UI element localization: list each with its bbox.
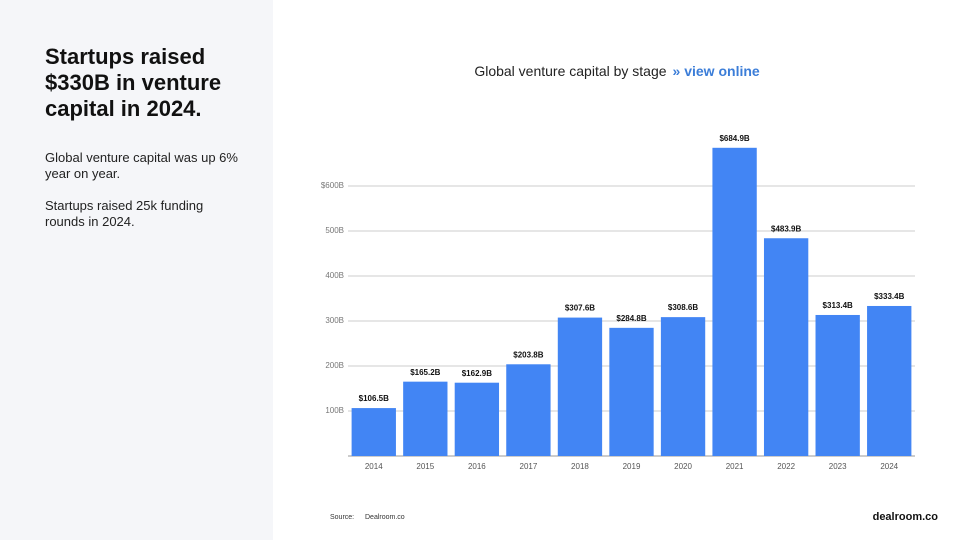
bar: [712, 147, 757, 457]
bar: [763, 238, 809, 456]
logo: dealroom.co: [873, 511, 939, 523]
y-tick-label: 100B: [325, 406, 344, 415]
bar: [506, 364, 551, 456]
value-label: $165.2B: [410, 368, 440, 377]
left-panel: Startups raised $330B in venture capital…: [0, 0, 273, 540]
bar: [867, 305, 912, 456]
source: Dealroom.co: [365, 514, 405, 521]
value-label: $203.8B: [513, 350, 543, 359]
x-tick-label: 2023: [829, 462, 847, 471]
y-tick-label: 200B: [325, 361, 344, 370]
x-tick-label: 2017: [520, 462, 538, 471]
paragraph: Global venture capital was up 6% year on…: [45, 150, 238, 181]
bar: [815, 314, 860, 456]
bar: [660, 317, 706, 456]
value-label: $284.8B: [616, 314, 646, 323]
source-label: Source:: [330, 514, 354, 521]
value-label: $106.5B: [359, 394, 389, 403]
y-tick-label: $600B: [321, 181, 344, 190]
value-label: $313.4B: [823, 301, 853, 310]
bar: [609, 327, 654, 456]
x-tick-label: 2021: [726, 462, 744, 471]
value-label: $307.6B: [565, 304, 595, 313]
value-label: $162.9B: [462, 369, 492, 378]
value-label: $308.6B: [668, 303, 698, 312]
x-tick-label: 2024: [880, 462, 898, 471]
chart-title: Global venture capital by stage: [474, 63, 666, 79]
chart-heading: Global venture capital by stage » view on…: [474, 63, 760, 79]
y-tick-label: 300B: [325, 316, 344, 325]
value-label: $684.9B: [719, 134, 749, 143]
y-tick-label: 500B: [325, 226, 344, 235]
x-tick-label: 2016: [468, 462, 486, 471]
y-tick-label: 400B: [325, 271, 344, 280]
bar: [557, 317, 603, 456]
x-tick-label: 2022: [777, 462, 795, 471]
bar: [403, 381, 448, 456]
x-tick-label: 2020: [674, 462, 692, 471]
view-online-link[interactable]: » view online: [673, 63, 760, 79]
bar: [351, 408, 396, 456]
paragraph: Startups raised 25k funding rounds in 20…: [45, 198, 204, 229]
slide-title: Startups raised $330B in venture capital…: [45, 44, 222, 121]
value-label: $333.4B: [874, 292, 904, 301]
bar: [454, 382, 500, 456]
x-tick-label: 2014: [365, 462, 383, 471]
x-tick-label: 2015: [416, 462, 434, 471]
x-tick-label: 2018: [571, 462, 589, 471]
value-label: $483.9B: [771, 224, 801, 233]
x-tick-label: 2019: [623, 462, 641, 471]
